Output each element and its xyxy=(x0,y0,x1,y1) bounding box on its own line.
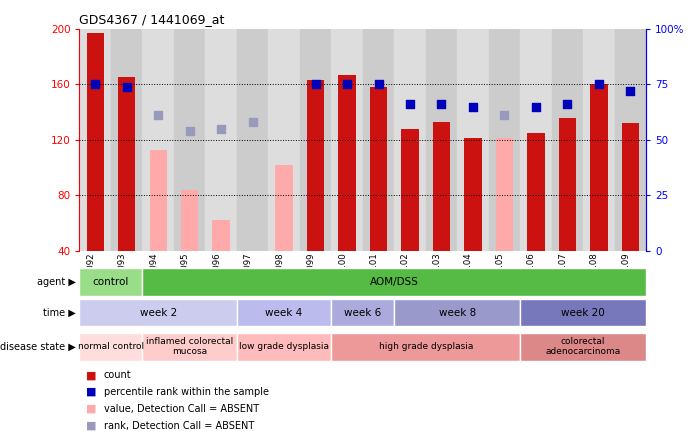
Point xyxy=(467,103,478,110)
Bar xyxy=(331,299,395,326)
Text: percentile rank within the sample: percentile rank within the sample xyxy=(104,387,269,397)
Bar xyxy=(79,269,142,296)
Text: week 2: week 2 xyxy=(140,308,177,317)
Point xyxy=(90,81,101,88)
Bar xyxy=(300,29,331,251)
Point xyxy=(594,81,605,88)
Bar xyxy=(489,29,520,251)
Bar xyxy=(142,333,237,361)
Text: week 8: week 8 xyxy=(439,308,476,317)
Bar xyxy=(395,299,520,326)
Text: week 6: week 6 xyxy=(344,308,381,317)
Point xyxy=(184,127,195,135)
Text: colorectal
adenocarcinoma: colorectal adenocarcinoma xyxy=(545,337,621,357)
Bar xyxy=(551,29,583,251)
Bar xyxy=(237,29,268,251)
Text: week 20: week 20 xyxy=(561,308,605,317)
Text: week 4: week 4 xyxy=(265,308,303,317)
Text: GDS4367 / 1441069_at: GDS4367 / 1441069_at xyxy=(79,13,225,26)
Text: rank, Detection Call = ABSENT: rank, Detection Call = ABSENT xyxy=(104,421,254,431)
Text: ■: ■ xyxy=(86,404,97,414)
Text: agent ▶: agent ▶ xyxy=(37,278,76,287)
Point xyxy=(531,103,542,110)
Text: count: count xyxy=(104,370,131,380)
Bar xyxy=(395,29,426,251)
Text: ■: ■ xyxy=(86,421,97,431)
Point xyxy=(247,119,258,126)
Bar xyxy=(205,29,237,251)
Bar xyxy=(622,123,639,251)
Bar xyxy=(174,29,205,251)
Bar xyxy=(237,333,331,361)
Bar xyxy=(79,333,142,361)
Bar xyxy=(520,299,646,326)
Text: inflamed colorectal
mucosa: inflamed colorectal mucosa xyxy=(146,337,234,357)
Bar xyxy=(401,129,419,251)
Bar xyxy=(559,118,576,251)
Bar xyxy=(433,122,450,251)
Point xyxy=(216,125,227,132)
Bar xyxy=(86,33,104,251)
Point xyxy=(153,112,164,119)
Point xyxy=(310,81,321,88)
Point xyxy=(341,81,352,88)
Text: high grade dysplasia: high grade dysplasia xyxy=(379,342,473,351)
Bar xyxy=(237,299,331,326)
Bar xyxy=(118,77,135,251)
Text: ■: ■ xyxy=(86,387,97,397)
Text: normal control: normal control xyxy=(78,342,144,351)
Point xyxy=(436,101,447,108)
Text: ■: ■ xyxy=(86,370,97,380)
Bar xyxy=(149,150,167,251)
Point xyxy=(562,101,573,108)
Text: value, Detection Call = ABSENT: value, Detection Call = ABSENT xyxy=(104,404,258,414)
Bar xyxy=(583,29,614,251)
Text: low grade dysplasia: low grade dysplasia xyxy=(239,342,329,351)
Bar xyxy=(181,190,198,251)
Bar xyxy=(142,269,646,296)
Point xyxy=(404,101,415,108)
Text: AOM/DSS: AOM/DSS xyxy=(370,278,419,287)
Bar xyxy=(520,333,646,361)
Bar xyxy=(212,220,230,251)
Bar xyxy=(79,299,237,326)
Text: disease state ▶: disease state ▶ xyxy=(0,342,76,352)
Bar xyxy=(590,84,607,251)
Point xyxy=(373,81,384,88)
Bar xyxy=(520,29,551,251)
Bar xyxy=(527,133,545,251)
Text: time ▶: time ▶ xyxy=(44,308,76,317)
Bar xyxy=(111,29,142,251)
Bar xyxy=(495,139,513,251)
Bar xyxy=(363,29,395,251)
Bar xyxy=(457,29,489,251)
Text: control: control xyxy=(93,278,129,287)
Bar xyxy=(79,29,111,251)
Bar xyxy=(276,165,293,251)
Bar xyxy=(370,87,387,251)
Bar xyxy=(614,29,646,251)
Bar xyxy=(331,333,520,361)
Bar xyxy=(464,139,482,251)
Bar xyxy=(307,80,324,251)
Point xyxy=(121,83,132,90)
Bar xyxy=(268,29,300,251)
Bar xyxy=(331,29,363,251)
Bar xyxy=(142,29,174,251)
Bar xyxy=(426,29,457,251)
Point xyxy=(499,112,510,119)
Bar xyxy=(339,75,356,251)
Point xyxy=(625,87,636,95)
